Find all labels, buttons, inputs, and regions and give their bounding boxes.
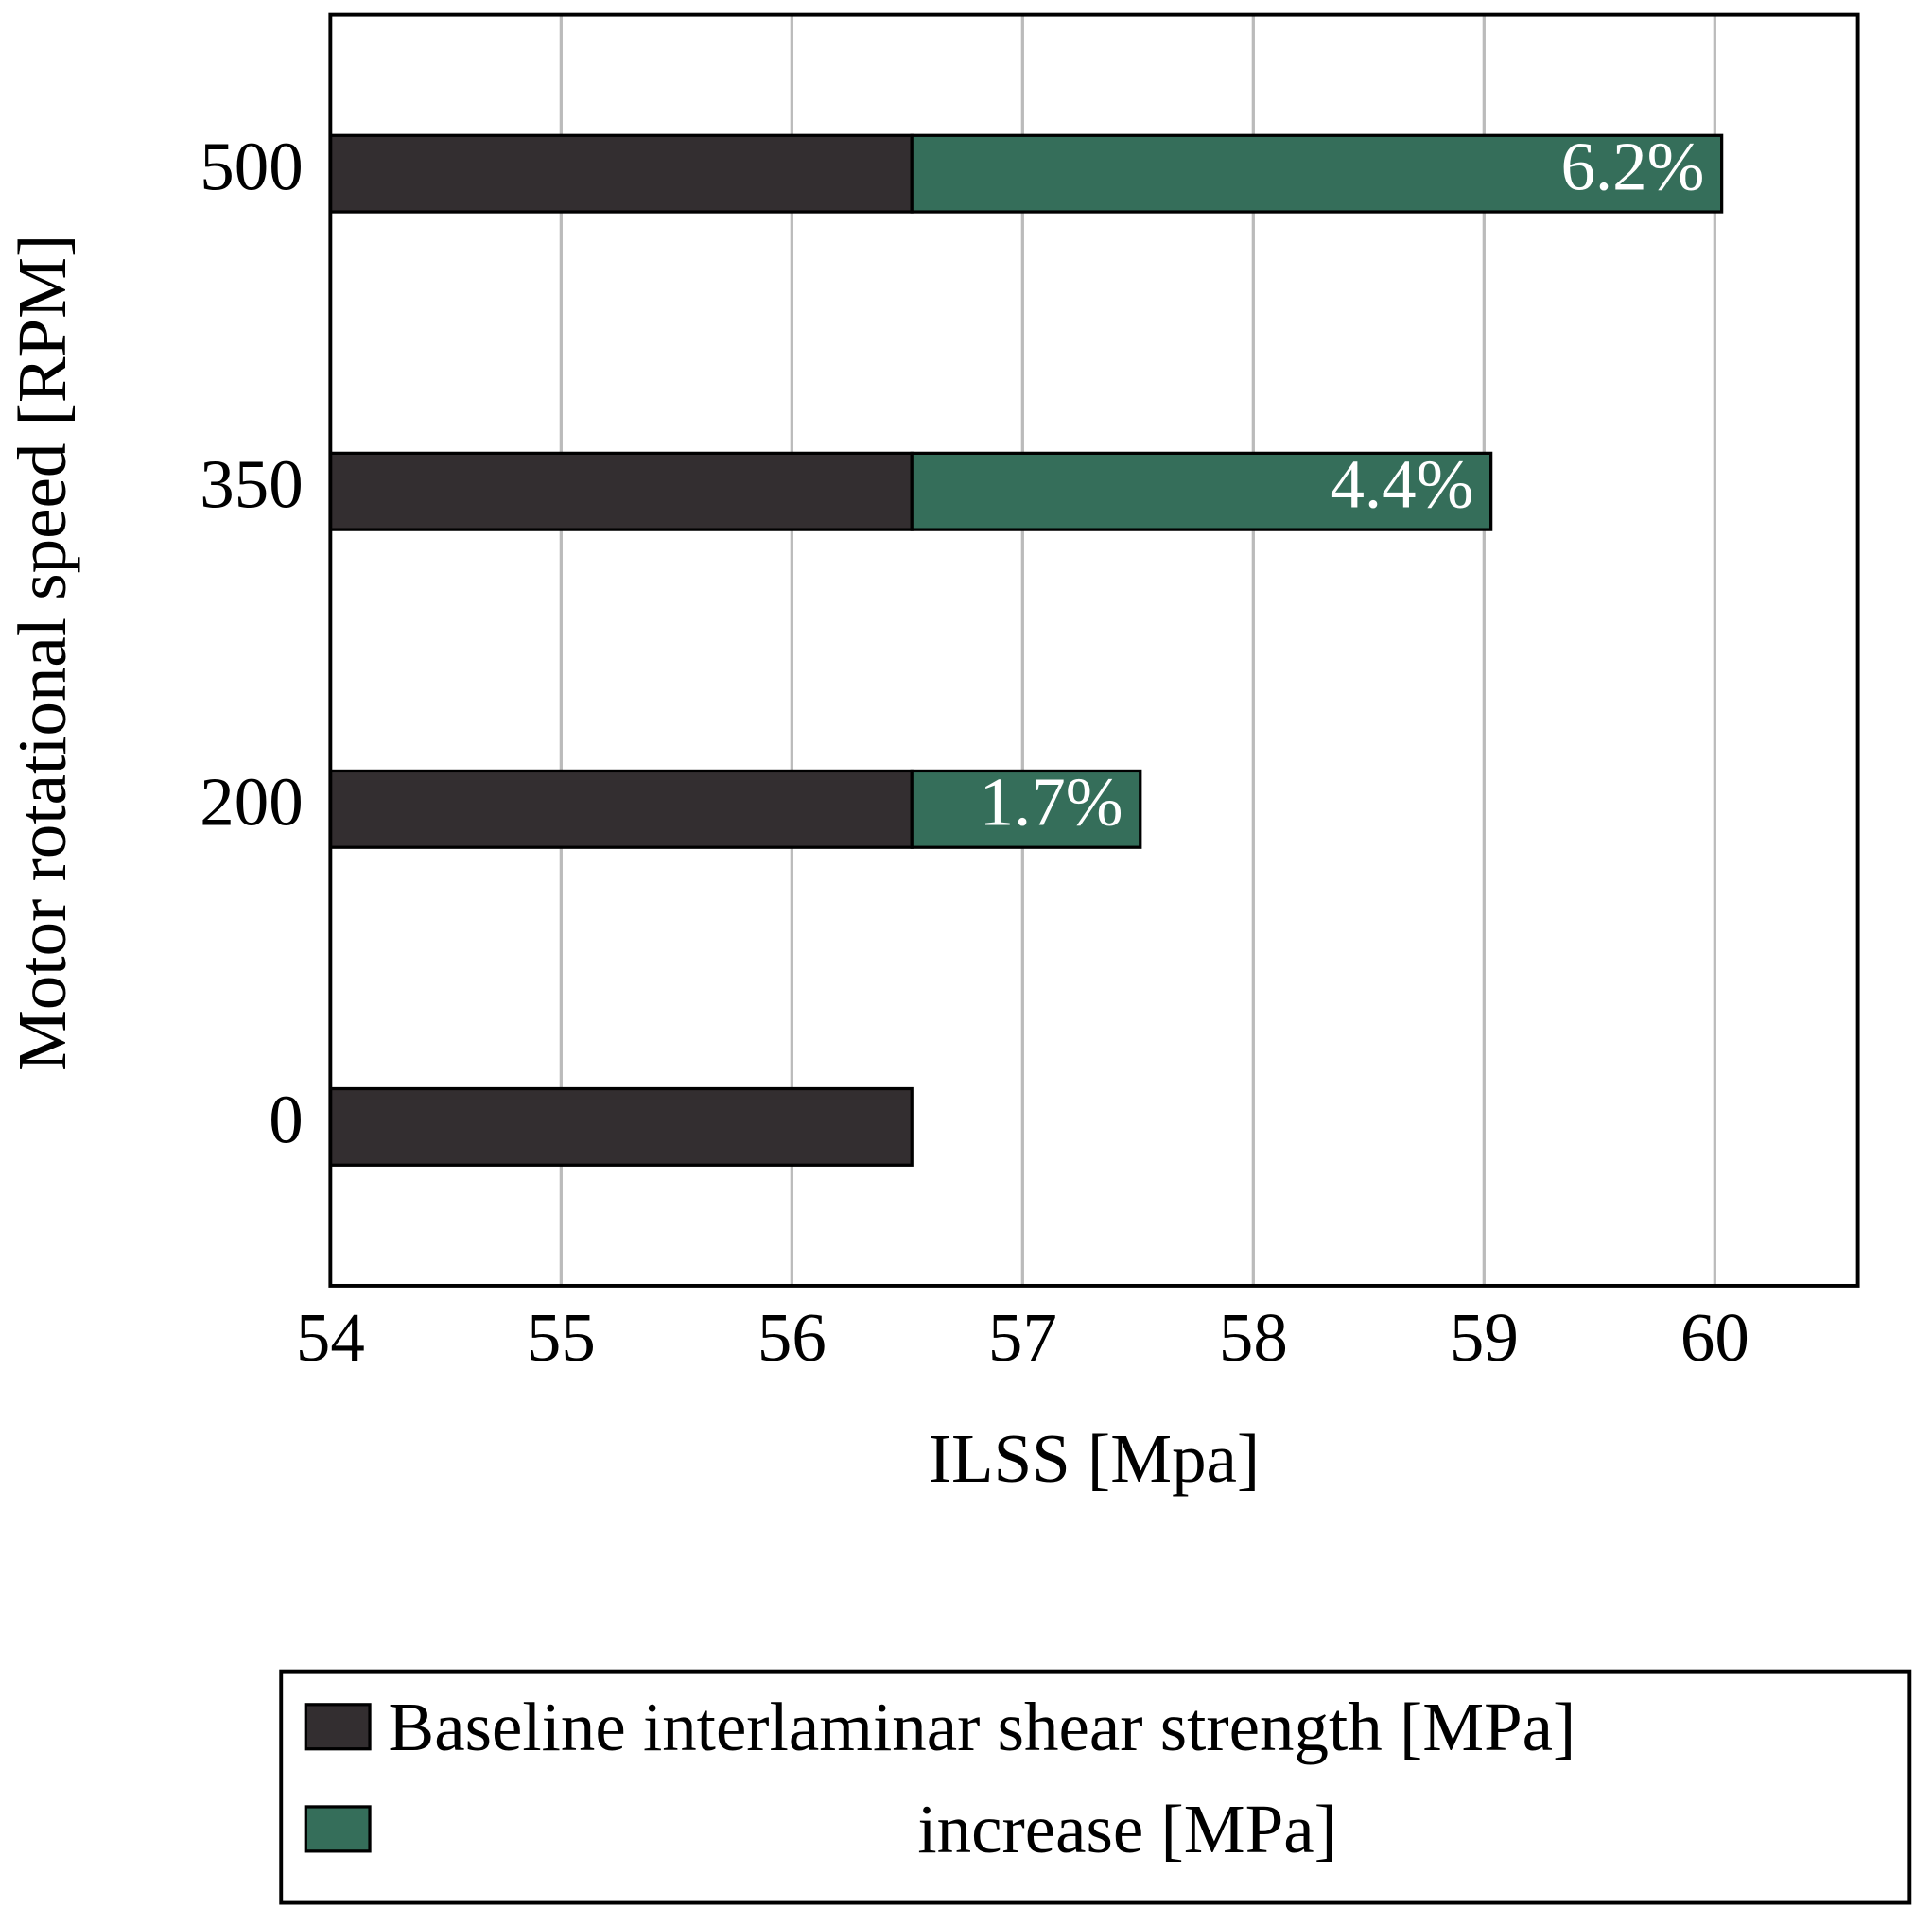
bar-annotation: 1.7% (980, 764, 1123, 841)
bar-annotation: 6.2% (1560, 128, 1704, 204)
bar-segment (328, 133, 914, 214)
legend-swatch (304, 1805, 372, 1853)
bar-segment (910, 451, 1493, 531)
x-tick-label: 56 (757, 1299, 827, 1376)
y-axis-label: Motor rotational speed [RPM] (4, 234, 80, 1071)
bar-segment (910, 769, 1142, 849)
x-tick-label: 60 (1680, 1299, 1749, 1376)
legend-label: Baseline interlaminar shear strength [MP… (389, 1689, 1576, 1765)
y-tick-label: 350 (200, 445, 303, 522)
bar-segment (910, 133, 1724, 214)
legend-swatch (304, 1703, 372, 1751)
bar-segment (328, 451, 914, 531)
plot-frame (328, 12, 1860, 1288)
x-tick-label: 55 (527, 1299, 596, 1376)
y-tick-label: 500 (200, 128, 303, 204)
legend-label: increase [MPa] (917, 1791, 1337, 1867)
x-tick-label: 57 (988, 1299, 1057, 1376)
x-tick-label: 58 (1219, 1299, 1288, 1376)
x-tick-label: 59 (1450, 1299, 1519, 1376)
x-axis-label: ILSS [Mpa] (929, 1420, 1260, 1497)
x-tick-label: 54 (296, 1299, 365, 1376)
y-tick-label: 200 (200, 764, 303, 841)
bar-segment (328, 1086, 914, 1167)
bar-segment (328, 769, 914, 849)
y-tick-label: 0 (269, 1082, 303, 1158)
legend-box (279, 1669, 1912, 1905)
bar-annotation: 4.4% (1330, 445, 1473, 522)
